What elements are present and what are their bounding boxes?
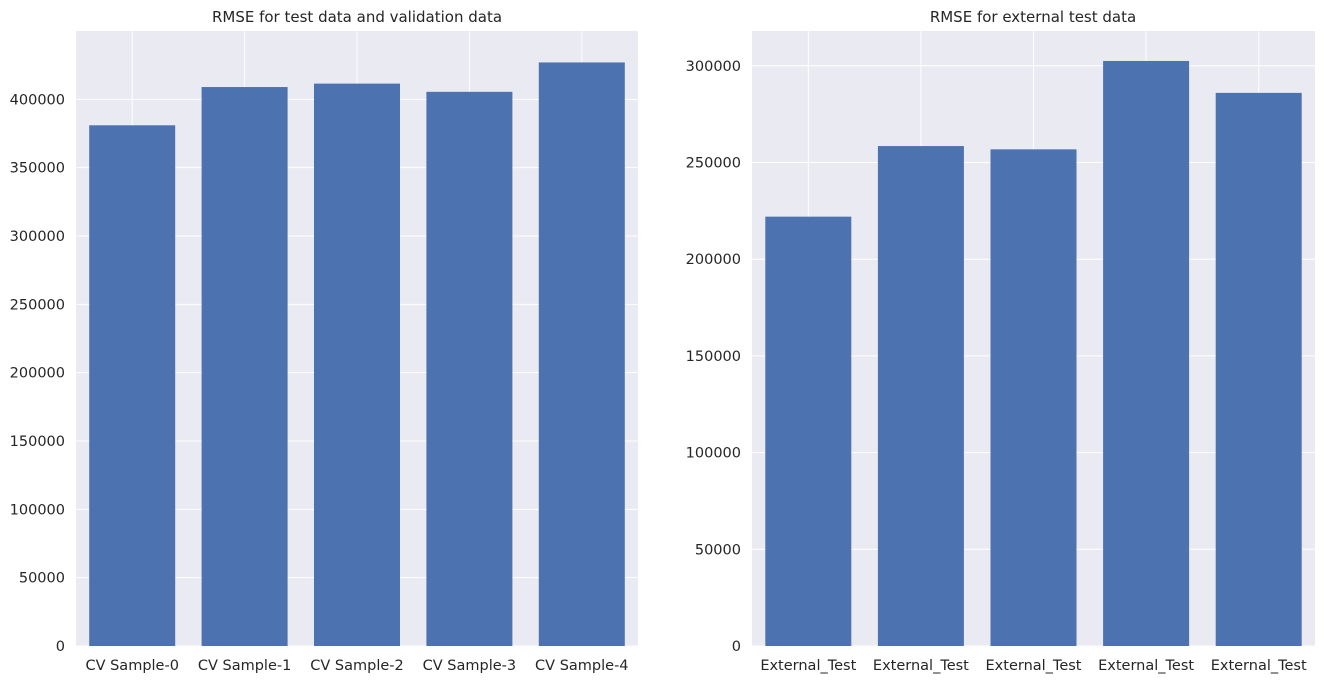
bar [426, 91, 513, 647]
y-tick-label: 300000 [10, 229, 65, 245]
x-tick-label: External_Test [986, 658, 1082, 674]
x-tick-label: CV Sample-0 [85, 658, 178, 674]
y-tick-label: 100000 [10, 502, 65, 518]
x-tick-label: CV Sample-2 [310, 658, 403, 674]
y-tick-label: 200000 [686, 252, 741, 268]
y-tick-label: 0 [732, 639, 741, 655]
bar [314, 83, 400, 646]
bar [877, 146, 964, 647]
bar [765, 216, 852, 646]
y-tick-label: 150000 [10, 434, 65, 450]
y-tick-label: 250000 [10, 297, 65, 313]
y-tick-label: 100000 [686, 446, 741, 462]
y-tick-label: 50000 [695, 542, 741, 558]
chart-rmse-external-test: 0 50000 100000 150000 200000 250000 300000 Exte… [686, 8, 1315, 674]
chart-title: RMSE for external test data [930, 8, 1136, 26]
bar [201, 87, 288, 647]
y-tick-label: 0 [56, 639, 65, 655]
y-tick-label: 350000 [10, 161, 65, 177]
x-tick-label: CV Sample-4 [535, 658, 628, 674]
x-tick-label: External_Test [760, 658, 856, 674]
y-tick-label: 250000 [686, 156, 741, 172]
bar [1103, 60, 1190, 646]
x-tick-label: CV Sample-3 [423, 658, 516, 674]
x-tick-label: External_Test [1098, 658, 1194, 674]
x-tick-label: CV Sample-1 [198, 658, 291, 674]
x-tick-label: External_Test [1211, 658, 1307, 674]
y-tick-label: 150000 [686, 349, 741, 365]
x-tick-label: External_Test [873, 658, 969, 674]
chart-title: RMSE for test data and validation data [212, 8, 502, 26]
y-tick-label: 200000 [10, 366, 65, 382]
bar [89, 125, 176, 647]
y-tick-label: 300000 [686, 59, 741, 75]
y-tick-label: 400000 [10, 92, 65, 108]
bar [1215, 92, 1302, 647]
chart-rmse-test-validation: 0 50000 100000 150000 200000 250000 300000 3500… [10, 8, 638, 674]
bar [990, 149, 1077, 646]
bar [538, 62, 625, 646]
y-tick-label: 50000 [19, 571, 65, 587]
